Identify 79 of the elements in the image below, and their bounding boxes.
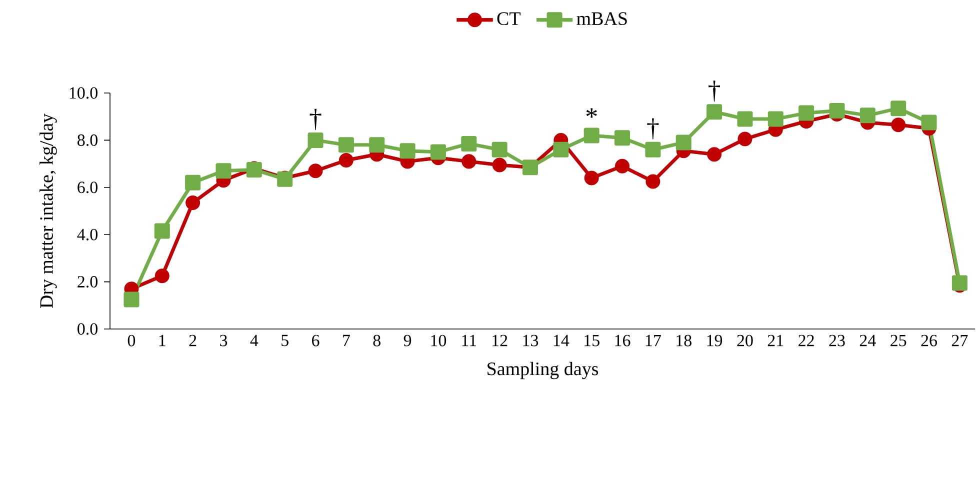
x-tick-label: 14 xyxy=(554,334,570,346)
point xyxy=(860,108,876,124)
point xyxy=(124,292,140,308)
y-tick-label: 6.0 xyxy=(78,182,98,194)
point xyxy=(462,154,476,169)
point xyxy=(676,134,692,150)
x-tick-label: 8 xyxy=(373,334,380,346)
point xyxy=(338,153,354,168)
x-axis-title: Sampling days xyxy=(488,362,598,380)
x-tick-label: 20 xyxy=(737,334,753,346)
x-tick-label: 26 xyxy=(921,334,937,346)
point xyxy=(707,147,722,162)
x-tick-label: 1 xyxy=(159,334,166,346)
point xyxy=(615,158,630,174)
point xyxy=(154,268,170,284)
point xyxy=(829,102,845,118)
x-tick-label: 19 xyxy=(707,334,722,346)
x-tick-label: 15 xyxy=(584,334,600,346)
point xyxy=(738,132,752,146)
point xyxy=(400,143,416,159)
point xyxy=(952,275,968,291)
x-tick-label: 2 xyxy=(189,334,196,346)
x-tick-label: 16 xyxy=(615,334,630,346)
x-tick-label: 3 xyxy=(220,334,228,346)
annotation: † xyxy=(708,80,720,102)
point xyxy=(369,137,385,153)
x-tick-label: 25 xyxy=(890,334,906,346)
point xyxy=(553,142,569,158)
annotation: * xyxy=(586,108,597,118)
x-tick-label: 0 xyxy=(128,334,136,346)
point xyxy=(430,144,446,160)
point xyxy=(461,136,477,152)
x-tick-label: 6 xyxy=(312,334,320,346)
y-tick-label: 0.0 xyxy=(78,323,98,335)
point xyxy=(645,142,661,158)
y-axis-title: Dry matter intake, kg/day xyxy=(40,113,57,308)
point xyxy=(584,170,599,186)
x-tick-label: 17 xyxy=(646,334,661,346)
x-tick-label: 27 xyxy=(952,334,968,346)
point xyxy=(768,111,784,127)
point xyxy=(308,164,323,178)
x-tick-label: 21 xyxy=(768,334,784,346)
point xyxy=(186,195,200,210)
point xyxy=(921,114,937,130)
point xyxy=(891,118,906,132)
annotation: † xyxy=(310,108,322,130)
point xyxy=(737,111,753,127)
point xyxy=(216,163,232,179)
x-tick-label: 9 xyxy=(404,334,412,346)
point xyxy=(154,223,170,239)
point xyxy=(706,104,722,120)
legend-label: mBAS xyxy=(576,12,627,26)
x-tick-label: 11 xyxy=(462,334,476,346)
x-tick-label: 5 xyxy=(282,334,288,346)
x-tick-label: 24 xyxy=(860,334,876,346)
x-tick-label: 10 xyxy=(431,334,446,346)
point xyxy=(185,174,201,190)
y-tick-label: 10.0 xyxy=(70,87,98,99)
point xyxy=(308,132,324,148)
annotation: † xyxy=(647,118,659,140)
point xyxy=(798,105,814,121)
point xyxy=(492,142,508,158)
legend-label: CT xyxy=(497,12,520,26)
point xyxy=(584,128,600,144)
point xyxy=(614,130,630,146)
point xyxy=(646,174,660,189)
point xyxy=(492,158,507,172)
x-tick-label: 23 xyxy=(829,334,845,346)
point xyxy=(890,100,906,116)
point xyxy=(338,137,354,153)
y-tick-label: 2.0 xyxy=(78,276,98,288)
x-tick-label: 12 xyxy=(492,334,508,346)
x-tick-label: 22 xyxy=(798,334,814,346)
x-tick-label: 13 xyxy=(523,334,538,346)
x-tick-label: 4 xyxy=(250,334,258,346)
y-tick-label: 8.0 xyxy=(78,134,98,146)
x-tick-label: 18 xyxy=(676,334,692,346)
y-tick-label: 4.0 xyxy=(77,228,98,240)
x-tick-label: 7 xyxy=(343,334,350,346)
